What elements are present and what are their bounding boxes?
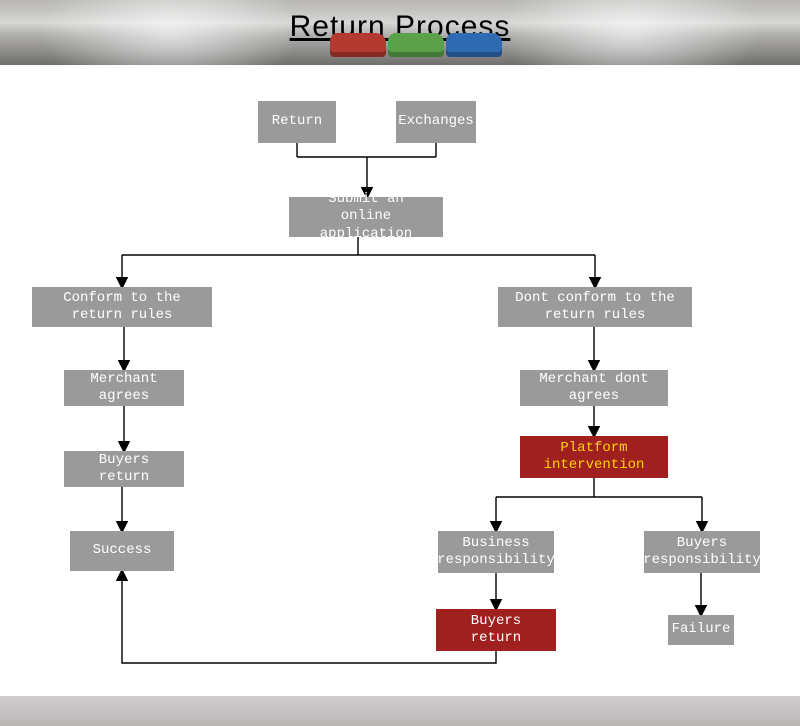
banner-car: [446, 33, 502, 57]
node-b_return_r: Buyers return: [436, 609, 556, 651]
node-buy_resp: Buyers responsibility: [644, 531, 760, 573]
node-success: Success: [70, 531, 174, 571]
footer-bar: [0, 696, 800, 726]
node-return: Return: [258, 101, 336, 143]
node-m_agree: Merchant agrees: [64, 370, 184, 406]
node-b_return_l: Buyers return: [64, 451, 184, 487]
node-m_dont: Merchant dont agrees: [520, 370, 668, 406]
header-banner: Return Process: [0, 0, 800, 65]
flowchart-canvas: Return Exchanges Submit an online applicat…: [0, 65, 800, 696]
node-exchanges: Exchanges: [396, 101, 476, 143]
node-submit: Submit an online application: [289, 197, 443, 237]
banner-car: [330, 33, 386, 57]
node-platform: Platform intervention: [520, 436, 668, 478]
node-failure: Failure: [668, 615, 734, 645]
node-dont_conform: Dont conform to the return rules: [498, 287, 692, 327]
banner-car: [388, 33, 444, 57]
node-conform: Conform to the return rules: [32, 287, 212, 327]
node-biz_resp: Business responsibility: [438, 531, 554, 573]
